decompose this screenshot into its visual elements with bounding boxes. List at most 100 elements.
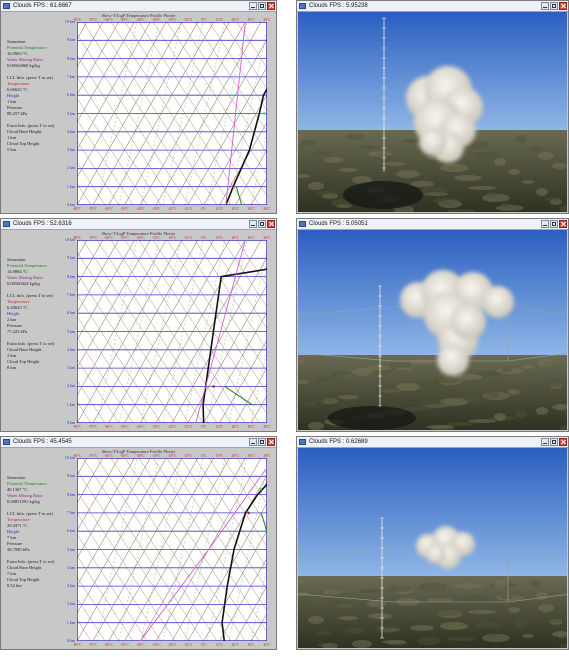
extra-info-label: Extra Info. (press T to set)	[7, 123, 55, 128]
minimize-button[interactable]	[249, 2, 257, 10]
skewt-plot[interactable]	[77, 22, 267, 205]
terrain-patch	[454, 374, 482, 380]
close-button[interactable]	[267, 438, 275, 446]
cloud-scene	[298, 12, 567, 212]
mixing-ratio-line	[118, 22, 160, 205]
parcel-path-line	[224, 385, 253, 406]
minimize-button[interactable]	[541, 220, 549, 228]
isotherm-line	[219, 121, 267, 205]
terrain-patch	[368, 151, 392, 157]
x-axis-label: -20°C	[167, 207, 177, 211]
terrain-patch	[529, 386, 541, 392]
isotherm-line	[124, 240, 230, 423]
title-bar[interactable]: Clouds FPS : 5.05051	[297, 219, 568, 230]
terrain-patch	[529, 580, 541, 586]
terrain-patch	[487, 634, 499, 640]
terrain-patch	[559, 205, 567, 212]
skewt-svg	[77, 240, 267, 423]
title-bar[interactable]: Clouds FPS : 5.95238	[297, 1, 568, 12]
x-axis-label: 10°C	[215, 207, 224, 211]
y-axis-label: 10 km	[64, 19, 75, 24]
terrain-patch	[317, 398, 337, 402]
isotherm-line	[171, 38, 267, 205]
terrain-patch	[345, 628, 365, 634]
close-button[interactable]	[559, 220, 567, 228]
title-bar[interactable]: Clouds FPS : 61.6667	[1, 1, 276, 12]
dry-adiabat-line	[236, 458, 267, 505]
cloud-view-content	[298, 12, 567, 212]
maximize-button[interactable]	[258, 2, 266, 10]
skewt-content: Skew-T/logP Temperature Profile Plotter …	[2, 448, 275, 648]
isotherm-line	[203, 530, 267, 641]
dry-adiabat-line	[110, 22, 232, 205]
minimize-button[interactable]	[541, 438, 549, 446]
cloud-viewport[interactable]	[298, 230, 567, 430]
terrain-patch	[352, 176, 372, 184]
maximize-button[interactable]	[258, 220, 266, 228]
mixing-ratio-line	[184, 240, 226, 423]
window-title: Clouds FPS : 52.6316	[13, 221, 72, 227]
terrain-patch	[508, 607, 520, 613]
x-axis-label: 10°C	[215, 236, 224, 240]
mixing-ratio-line	[206, 240, 248, 423]
cloud-base-height-value: 1 km	[7, 135, 17, 140]
x-axis-label: 30°C	[247, 425, 255, 429]
terrain-patch	[454, 583, 482, 589]
isotherm-line	[77, 22, 183, 205]
terrain-patch	[366, 601, 386, 607]
skewt-plot[interactable]	[77, 240, 267, 423]
maximize-button[interactable]	[550, 2, 558, 10]
y-axis-label: 5 km	[66, 328, 75, 334]
profile-marker	[231, 185, 235, 188]
terrain-patch	[317, 191, 337, 195]
isotherm-line	[77, 240, 167, 396]
saturation-label: Saturation	[7, 257, 26, 262]
saturation-label: Saturation	[7, 39, 26, 44]
x-axis-label: 0°C	[200, 643, 207, 647]
terrain-patch	[410, 359, 434, 365]
terrain-patch	[359, 392, 379, 396]
maximize-button[interactable]	[550, 220, 558, 228]
close-button[interactable]	[559, 2, 567, 10]
terrain-patch	[494, 413, 506, 421]
skewt-plot[interactable]	[77, 458, 267, 641]
minimize-button[interactable]	[249, 438, 257, 446]
terrain-patch	[338, 616, 358, 620]
title-bar[interactable]: Clouds FPS : 45.4545	[1, 437, 276, 448]
minimize-button[interactable]	[541, 2, 549, 10]
x-axis-label: -50°C	[120, 425, 129, 429]
terrain-patch	[315, 151, 331, 155]
terrain-patch	[440, 622, 468, 630]
title-bar[interactable]: Clouds FPS : 0.62689	[297, 437, 568, 448]
dry-adiabat-line	[96, 22, 218, 205]
terrain-patch	[298, 174, 310, 178]
maximize-button[interactable]	[550, 438, 558, 446]
x-axis-label: -80°C	[72, 236, 82, 240]
water-mixing-ratio-label: Water Mixing Ratio	[7, 275, 43, 280]
cloud-viewport[interactable]	[298, 12, 567, 212]
dry-adiabat-line	[208, 240, 267, 329]
dry-adiabat-line	[236, 22, 267, 69]
x-axis-label: -60°C	[104, 643, 113, 647]
x-axis-label: 40°C	[263, 236, 271, 240]
app-icon	[3, 439, 10, 445]
close-button[interactable]	[267, 2, 275, 10]
dry-adiabat-line	[110, 240, 232, 423]
close-button[interactable]	[267, 220, 275, 228]
potential-temperature-value: 14.0884 °C	[7, 269, 28, 274]
mixing-ratio-line	[96, 22, 138, 205]
cloud-viewport[interactable]	[298, 448, 567, 648]
terrain-patch	[545, 383, 561, 387]
terrain-patch	[536, 592, 548, 600]
dry-adiabat-line	[180, 240, 267, 372]
close-button[interactable]	[559, 438, 567, 446]
dry-adiabat-line	[77, 491, 176, 641]
minimize-button[interactable]	[249, 220, 257, 228]
lcl-pressure-value: 38.7080 kPa	[7, 547, 30, 552]
temperature-profile-line	[221, 482, 267, 641]
y-axis-label: 2 km	[66, 165, 75, 171]
profile-marker	[262, 112, 266, 115]
x-axis-label: -70°C	[88, 643, 98, 647]
title-bar[interactable]: Clouds FPS : 52.6316	[1, 219, 276, 230]
maximize-button[interactable]	[258, 438, 266, 446]
